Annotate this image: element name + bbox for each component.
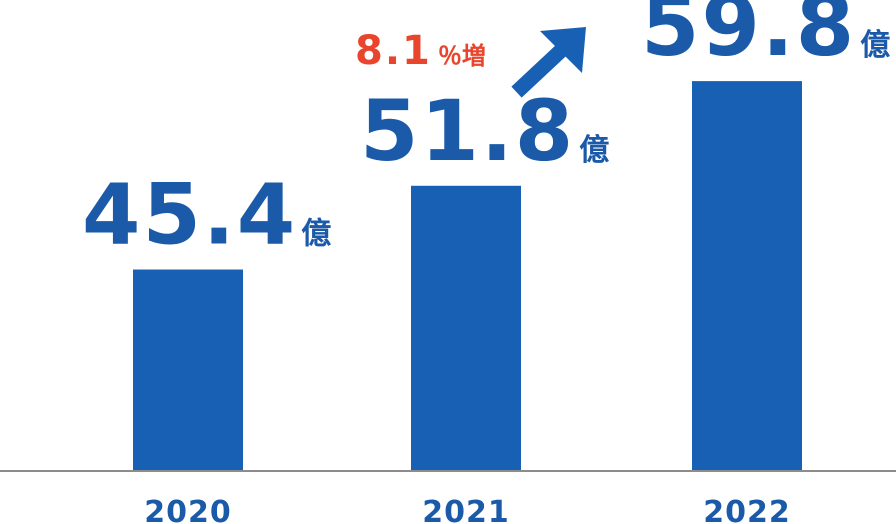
- x-tick-2020: 2020: [144, 495, 232, 524]
- data-label-value: 51.8: [360, 82, 575, 180]
- bar-2021: [411, 185, 521, 472]
- value-labels-group: 45.4 億51.8 億59.8 億: [82, 0, 890, 264]
- data-label-unit: 億: [579, 133, 609, 168]
- arrow-up-right-icon: [511, 27, 586, 98]
- bars-group: [133, 81, 802, 472]
- x-tick-2022: 2022: [703, 495, 791, 524]
- data-label-value: 45.4: [82, 166, 297, 264]
- bar-2020: [133, 269, 243, 471]
- x-tick-labels-group: 2020 2021 2022: [144, 495, 791, 524]
- data-label-value: 59.8: [641, 0, 856, 75]
- x-tick-2021: 2021: [422, 495, 510, 524]
- data-label-2020: 45.4 億: [82, 166, 331, 264]
- growth-value: 8.1: [355, 28, 432, 74]
- data-label-2021: 51.8 億: [360, 82, 609, 180]
- growth-annotation: 8.1 ％増: [355, 28, 486, 74]
- data-label-unit: 億: [860, 28, 890, 63]
- bar-2022: [692, 81, 802, 471]
- growth-suffix: ％増: [438, 42, 486, 70]
- data-label-unit: 億: [301, 217, 331, 252]
- data-label-2022: 59.8 億: [641, 0, 890, 75]
